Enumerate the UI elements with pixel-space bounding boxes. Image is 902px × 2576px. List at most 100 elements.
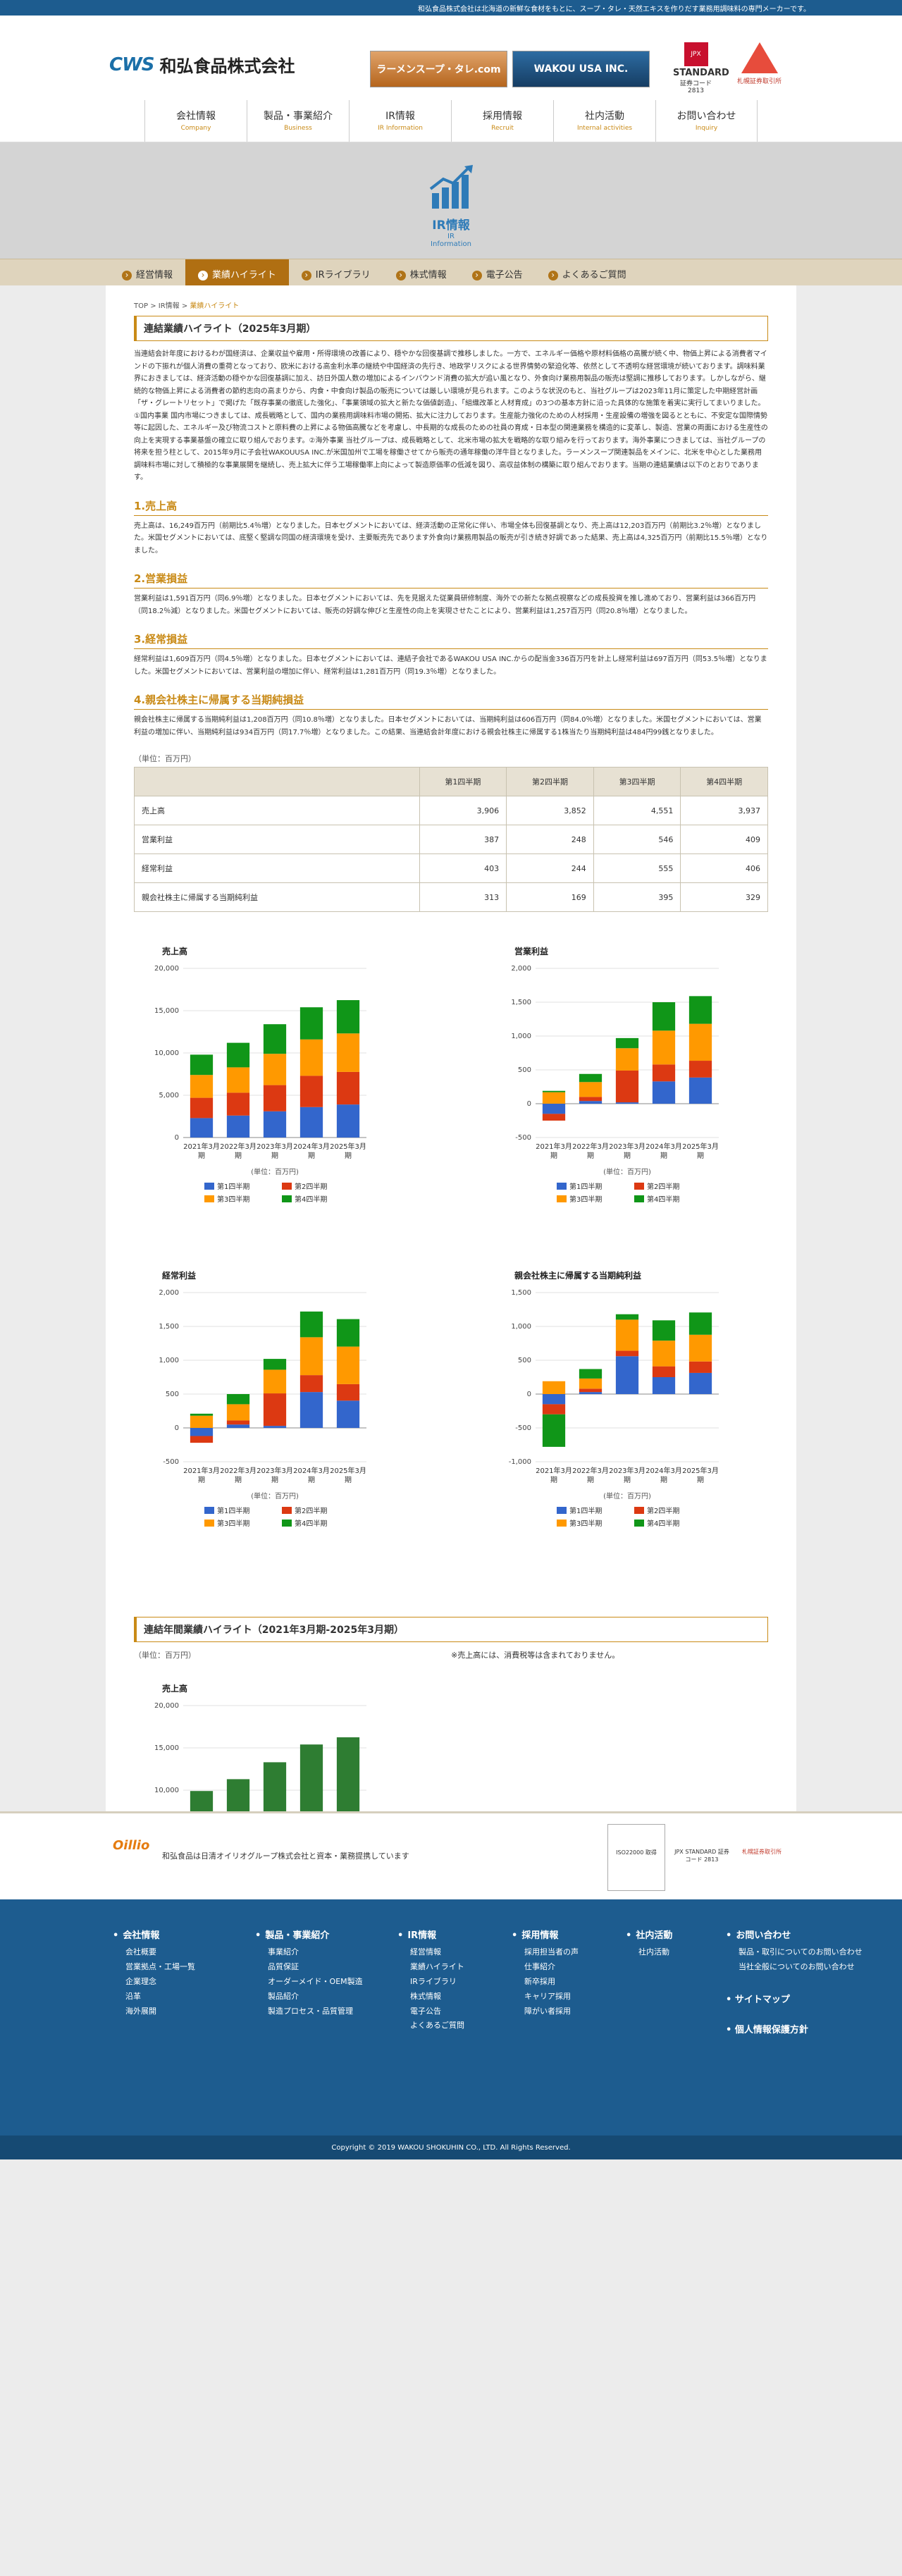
bar <box>542 1404 566 1415</box>
footer-link[interactable]: キャリア採用 <box>524 1991 571 2001</box>
legend-label: 第4四半期 <box>647 1519 679 1528</box>
footer-link[interactable]: IRライブラリ <box>410 1976 457 1986</box>
annual-title: 連結年間業績ハイライト（2021年3月期-2025年3月期） <box>134 1617 768 1642</box>
gnav-business[interactable]: 製品・事業紹介 Business <box>247 100 349 142</box>
footer-head[interactable]: 社内活動 <box>626 1928 696 1941</box>
section-operating-text: 営業利益は1,591百万円（同6.9％増）となりました。日本セグメントにおいては… <box>134 595 756 615</box>
bar <box>688 1077 712 1104</box>
oillio-logo[interactable]: Oillio <box>113 1838 150 1853</box>
footer-link[interactable]: 経営情報 <box>410 1947 441 1956</box>
footer-head[interactable]: お問い合わせ <box>726 1928 881 1941</box>
bar <box>336 1400 360 1428</box>
footer-privacy-label: 個人情報保護方針 <box>734 2024 808 2035</box>
ramen-soup-banner[interactable]: ラーメンスープ・タレ.com <box>370 51 507 87</box>
table-header: 第1四半期 <box>419 767 507 796</box>
y-tick-label: 500 <box>518 1066 531 1074</box>
footer-link[interactable]: よくあるご質問 <box>410 2021 464 2030</box>
footer-link[interactable]: 製造プロセス・品質管理 <box>268 2006 353 2016</box>
footer-sitemap-link[interactable]: • サイトマップ <box>726 1994 790 2005</box>
wakou-usa-banner[interactable]: WAKOU USA INC. <box>512 51 650 87</box>
chart-unit-label: (単位：百万円) <box>603 1491 651 1500</box>
iso-cert-badge: ISO22000 取得 <box>607 1824 665 1891</box>
breadcrumb-sep: > <box>148 302 159 310</box>
footer-link[interactable]: 社内活動 <box>638 1947 669 1956</box>
footer-head[interactable]: 会社情報 <box>113 1928 226 1941</box>
footer-link[interactable]: 製品・取引についてのお問い合わせ <box>739 1947 863 1956</box>
x-tick-label-part: 期 <box>587 1476 594 1484</box>
x-tick-label: 2024年3月期 <box>645 1142 682 1160</box>
footer-link[interactable]: 採用担当者の声 <box>524 1947 579 1956</box>
footer-link[interactable]: 業績ハイライト <box>410 1961 464 1971</box>
x-tick-label-part: 2022年3月 <box>572 1142 609 1151</box>
footer-link[interactable]: 海外展開 <box>125 2006 156 2016</box>
footer-head[interactable]: IR情報 <box>397 1928 482 1941</box>
footer-link[interactable]: 品質保証 <box>268 1961 299 1971</box>
breadcrumb-ir[interactable]: IR情報 <box>158 302 180 310</box>
gnav-company[interactable]: 会社情報 Company <box>144 100 247 142</box>
footer-nav: 会社情報 会社概要 営業拠点・工場一覧 企業理念 沿革 海外展開 製品・事業紹介… <box>0 1899 902 2136</box>
footer-link[interactable]: 新卒採用 <box>524 1976 555 1986</box>
footer-link[interactable]: 事業紹介 <box>268 1947 299 1956</box>
footer-privacy-link[interactable]: • 個人情報保護方針 <box>726 2024 808 2035</box>
bar-chart-growth-icon <box>429 165 473 209</box>
bar <box>190 1054 214 1076</box>
footer-link[interactable]: 沿革 <box>125 1991 141 2001</box>
bar <box>652 1377 676 1394</box>
y-tick-label: -1,000 <box>509 1458 531 1466</box>
chart-unit-label: (単位：百万円) <box>603 1167 651 1176</box>
subnav-library[interactable]: IRライブラリ <box>289 259 383 285</box>
bar <box>263 1359 287 1370</box>
footer-link[interactable]: 障がい者採用 <box>524 2006 571 2016</box>
logo-text: 和弘食品株式会社 <box>159 56 295 76</box>
subnav-public-notice[interactable]: 電子公告 <box>459 259 536 285</box>
bar <box>299 1375 323 1393</box>
bar <box>190 1413 214 1416</box>
legend-label: 第2四半期 <box>647 1506 679 1515</box>
ir-subnav: 経営情報 業績ハイライト IRライブラリ 株式情報 電子公告 よくあるご質問 <box>0 259 902 285</box>
footer-link[interactable]: 株式情報 <box>410 1991 441 2001</box>
gnav-recruit[interactable]: 採用情報 Recruit <box>451 100 553 142</box>
bar <box>299 1337 323 1376</box>
gnav-inquiry[interactable]: お問い合わせ Inquiry <box>655 100 758 142</box>
bar <box>336 1319 360 1347</box>
subnav-stock[interactable]: 株式情報 <box>383 259 459 285</box>
ramen-soup-banner-label: ラーメンスープ・タレ.com <box>376 64 501 75</box>
subnav-management[interactable]: 経営情報 <box>109 259 185 285</box>
table-unit: （単位：百万円） <box>134 754 196 763</box>
legend-label: 第3四半期 <box>569 1519 602 1528</box>
gnav-activities[interactable]: 社内活動 Internal activities <box>553 100 655 142</box>
breadcrumb-top[interactable]: TOP <box>134 302 149 310</box>
bar <box>542 1381 566 1394</box>
footer-head[interactable]: 製品・事業紹介 <box>255 1928 368 1941</box>
footer-link[interactable]: 会社概要 <box>125 1947 156 1956</box>
table-cell: 403 <box>419 853 507 883</box>
bar <box>615 1102 639 1104</box>
x-tick-label: 2022年3月期 <box>220 1142 257 1160</box>
footer-sitemap-label: サイトマップ <box>734 1994 790 2005</box>
bar <box>542 1414 566 1447</box>
bar <box>299 1039 323 1076</box>
footer-link[interactable]: 製品紹介 <box>268 1991 299 2001</box>
footer-link[interactable]: 営業拠点・工場一覧 <box>125 1961 195 1971</box>
legend-label: 第4四半期 <box>295 1195 327 1204</box>
footer-sapporo-badge: 札幌証券取引所 <box>733 1824 791 1891</box>
footer-head[interactable]: 採用情報 <box>512 1928 596 1941</box>
footer-link[interactable]: 電子公告 <box>410 2006 441 2016</box>
table-cell: 555 <box>593 853 681 883</box>
footer-link[interactable]: 仕事紹介 <box>524 1961 555 1971</box>
subnav-highlights[interactable]: 業績ハイライト <box>185 259 289 285</box>
hero-title: IR情報 <box>432 218 470 233</box>
footer-link[interactable]: 企業理念 <box>125 1976 156 1986</box>
gnav-ir[interactable]: IR情報 IR Information <box>349 100 451 142</box>
x-tick-label: 2021年3月期 <box>536 1466 572 1484</box>
footer-link[interactable]: オーダーメイド・OEM製造 <box>268 1976 363 1986</box>
table-cell: 営業利益 <box>134 825 420 854</box>
y-tick-label: 10,000 <box>154 1049 179 1057</box>
y-tick-label: 2,000 <box>511 965 531 973</box>
x-tick-label-part: 2025年3月 <box>682 1466 719 1475</box>
x-tick-label-part: 期 <box>308 1476 315 1484</box>
site-logo[interactable]: CWS 和弘食品株式会社 <box>109 52 295 77</box>
subnav-faq[interactable]: よくあるご質問 <box>536 259 639 285</box>
x-tick-label-part: 期 <box>660 1152 667 1160</box>
footer-link[interactable]: 当社全般についてのお問い合わせ <box>739 1961 855 1971</box>
